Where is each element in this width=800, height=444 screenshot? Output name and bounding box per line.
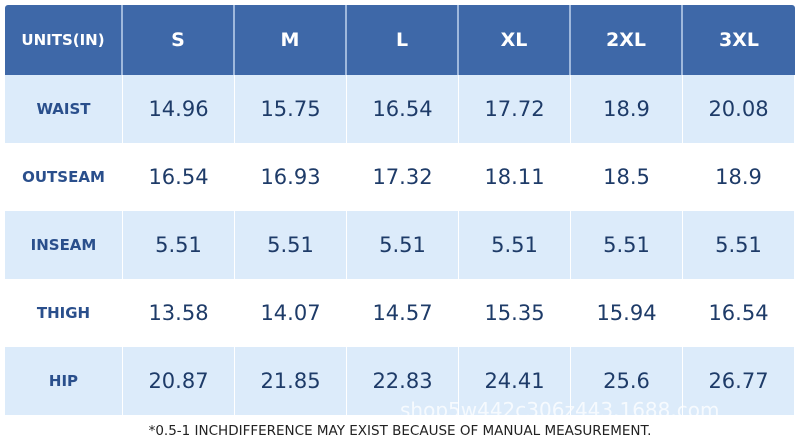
measurement: 16.54 [347, 75, 459, 143]
measurement: 16.54 [683, 279, 795, 347]
size-header: 2XL [571, 5, 683, 75]
measurement: 5.51 [683, 211, 795, 279]
table-row: HIP 20.87 21.85 22.83 24.41 25.6 26.77 [5, 347, 795, 415]
measurement: 14.96 [123, 75, 235, 143]
row-label: HIP [5, 347, 123, 415]
table-row: THIGH 13.58 14.07 14.57 15.35 15.94 16.54 [5, 279, 795, 347]
measurement: 14.07 [235, 279, 347, 347]
measurement: 14.57 [347, 279, 459, 347]
measurement: 5.51 [235, 211, 347, 279]
measurement: 13.58 [123, 279, 235, 347]
measurement: 17.72 [459, 75, 571, 143]
measurement: 20.08 [683, 75, 795, 143]
measurement: 16.54 [123, 143, 235, 211]
header-row: UNITS(IN) S M L XL 2XL 3XL [5, 5, 795, 75]
table-row: OUTSEAM 16.54 16.93 17.32 18.11 18.5 18.9 [5, 143, 795, 211]
measurement: 5.51 [459, 211, 571, 279]
row-label: INSEAM [5, 211, 123, 279]
row-label: OUTSEAM [5, 143, 123, 211]
measurement: 21.85 [235, 347, 347, 415]
measurement: 5.51 [123, 211, 235, 279]
measurement: 18.9 [683, 143, 795, 211]
measurement: 15.35 [459, 279, 571, 347]
size-header: M [235, 5, 347, 75]
row-label: WAIST [5, 75, 123, 143]
measurement: 22.83 [347, 347, 459, 415]
watermark: shop5w442c306z443.1688.com [400, 398, 720, 422]
measurement: 25.6 [571, 347, 683, 415]
size-header: 3XL [719, 29, 759, 51]
measurement: 20.87 [123, 347, 235, 415]
row-label: THIGH [5, 279, 123, 347]
table-row: WAIST 14.96 15.75 16.54 17.72 18.9 20.08 [5, 75, 795, 143]
footnote: *0.5-1 INCHDIFFERENCE MAY EXIST BECAUSE … [148, 423, 652, 439]
table-row: INSEAM 5.51 5.51 5.51 5.51 5.51 5.51 [5, 211, 795, 279]
measurement: 17.32 [347, 143, 459, 211]
measurement: 15.75 [235, 75, 347, 143]
size-header: S [123, 5, 235, 75]
measurement: 5.51 [571, 211, 683, 279]
measurement: 18.11 [459, 143, 571, 211]
size-table: UNITS(IN) S M L XL 2XL 3XL WAIST 14.96 15.75 16.54… [5, 5, 795, 415]
size-header: L [347, 5, 459, 75]
measurement: 18.5 [571, 143, 683, 211]
size-header: XL [459, 5, 571, 75]
measurement: 18.9 [571, 75, 683, 143]
measurement: 5.51 [347, 211, 459, 279]
measurement: 24.41 [459, 347, 571, 415]
measurement: 16.93 [235, 143, 347, 211]
measurement: 26.77 [683, 347, 795, 415]
units-header: UNITS(IN) [5, 5, 123, 75]
measurement: 15.94 [571, 279, 683, 347]
